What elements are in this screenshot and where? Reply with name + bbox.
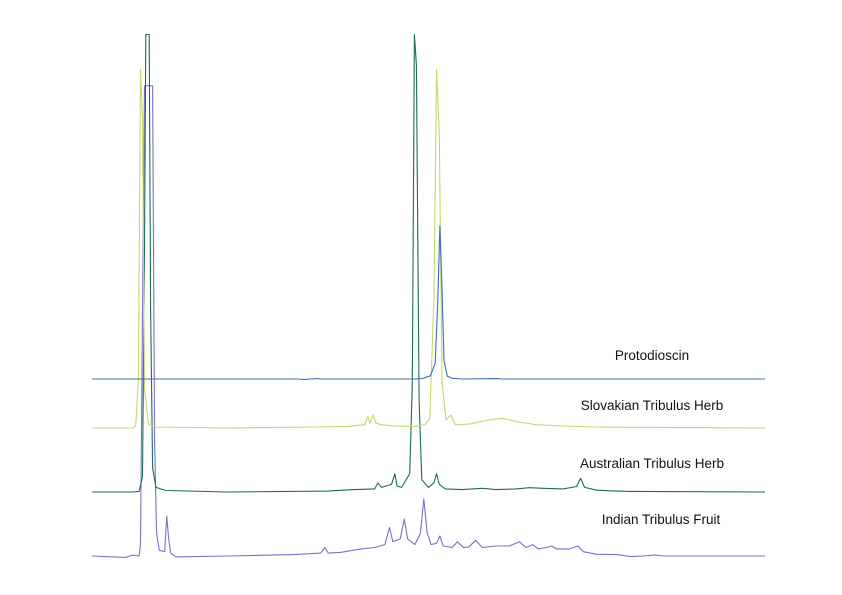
series-label-protodioscin: Protodioscin — [615, 348, 689, 363]
trace-slovakian-tribulus-herb — [92, 68, 766, 429]
trace-protodioscin — [92, 225, 765, 380]
series-label-slovakian-tribulus-herb: Slovakian Tribulus Herb — [581, 398, 724, 413]
label-layer: Protodioscin Slovakian Tribulus Herb Aus… — [580, 348, 724, 527]
series-label-indian-tribulus-fruit: Indian Tribulus Fruit — [602, 512, 721, 527]
trace-australian-tribulus-herb — [92, 33, 766, 493]
trace-layer — [91, 33, 766, 558]
trace-indian-tribulus-fruit — [91, 85, 765, 558]
series-label-australian-tribulus-herb: Australian Tribulus Herb — [580, 456, 724, 471]
